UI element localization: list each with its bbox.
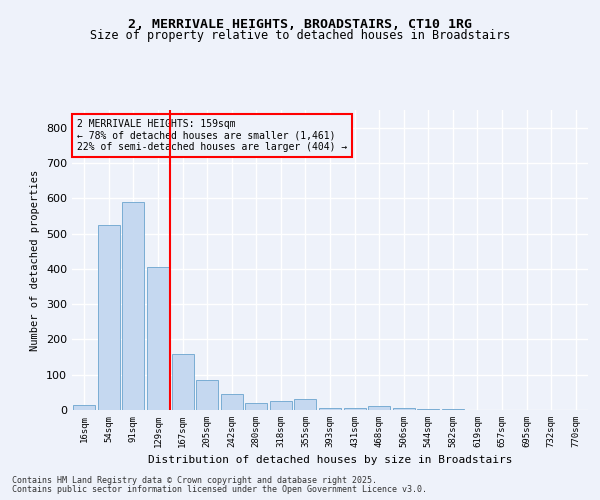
Bar (122, 202, 145, 410)
Text: Contains public sector information licensed under the Open Government Licence v3: Contains public sector information licen… (12, 485, 427, 494)
X-axis label: Distribution of detached houses by size in Broadstairs: Distribution of detached houses by size … (148, 456, 512, 466)
Bar (172, 354, 194, 410)
Bar (344, 408, 365, 410)
Text: Size of property relative to detached houses in Broadstairs: Size of property relative to detached ho… (90, 29, 510, 42)
Bar (196, 380, 218, 410)
Bar (270, 401, 292, 410)
Bar (245, 403, 268, 410)
Bar (98, 224, 120, 410)
Text: 2 MERRIVALE HEIGHTS: 159sqm
← 78% of detached houses are smaller (1,461)
22% of : 2 MERRIVALE HEIGHTS: 159sqm ← 78% of det… (77, 119, 347, 152)
Bar (147, 267, 169, 410)
Y-axis label: Number of detached properties: Number of detached properties (31, 170, 40, 350)
Bar (319, 408, 341, 410)
Bar (392, 408, 415, 410)
Bar (368, 406, 390, 410)
Text: 2, MERRIVALE HEIGHTS, BROADSTAIRS, CT10 1RG: 2, MERRIVALE HEIGHTS, BROADSTAIRS, CT10 … (128, 18, 472, 30)
Bar (73, 404, 95, 410)
Bar (221, 394, 243, 410)
Text: Contains HM Land Registry data © Crown copyright and database right 2025.: Contains HM Land Registry data © Crown c… (12, 476, 377, 485)
Bar (295, 400, 316, 410)
